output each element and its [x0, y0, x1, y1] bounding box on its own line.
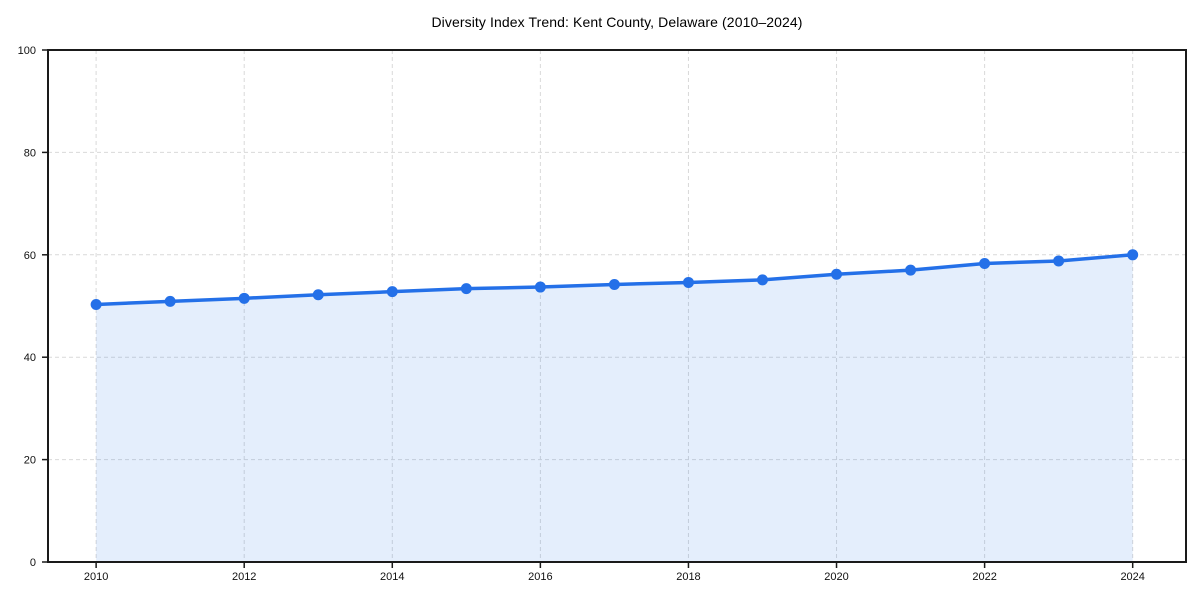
axes-box: [47, 49, 1187, 563]
x-tick-label-2022: 2022: [972, 571, 996, 583]
data-point-2019: [756, 274, 768, 286]
y-tick-label-40: 40: [24, 352, 36, 364]
data-point-2021: [905, 264, 917, 276]
data-point-2023: [1053, 255, 1065, 267]
x-tick-label-2014: 2014: [380, 571, 404, 583]
area-fill: [96, 254, 1133, 563]
data-point-2016: [534, 281, 546, 293]
data-point-2011: [164, 295, 176, 307]
x-tick-label-2024: 2024: [1120, 571, 1144, 583]
chart-title: Diversity Index Trend: Kent County, Dela…: [431, 14, 803, 30]
data-point-2020: [831, 268, 843, 280]
x-tick-label-2016: 2016: [528, 571, 552, 583]
data-point-2018: [682, 276, 694, 288]
y-tick-label-80: 80: [24, 147, 36, 159]
x-tick-label-2010: 2010: [84, 571, 108, 583]
x-tick-label-2020: 2020: [824, 571, 848, 583]
data-point-2010: [90, 298, 102, 310]
x-tick-label-2018: 2018: [676, 571, 700, 583]
data-point-2024: [1127, 249, 1139, 261]
data-point-2015: [460, 283, 472, 295]
y-tick-label-20: 20: [24, 455, 36, 467]
data-point-2022: [979, 258, 991, 270]
x-tick-label-2012: 2012: [232, 571, 256, 583]
data-point-2017: [608, 278, 620, 290]
data-point-2014: [386, 286, 398, 298]
y-tick-label-0: 0: [30, 557, 36, 569]
y-tick-label-100: 100: [18, 45, 36, 57]
data-point-2013: [312, 289, 324, 301]
data-point-2012: [238, 292, 250, 304]
y-tick-label-60: 60: [24, 250, 36, 262]
